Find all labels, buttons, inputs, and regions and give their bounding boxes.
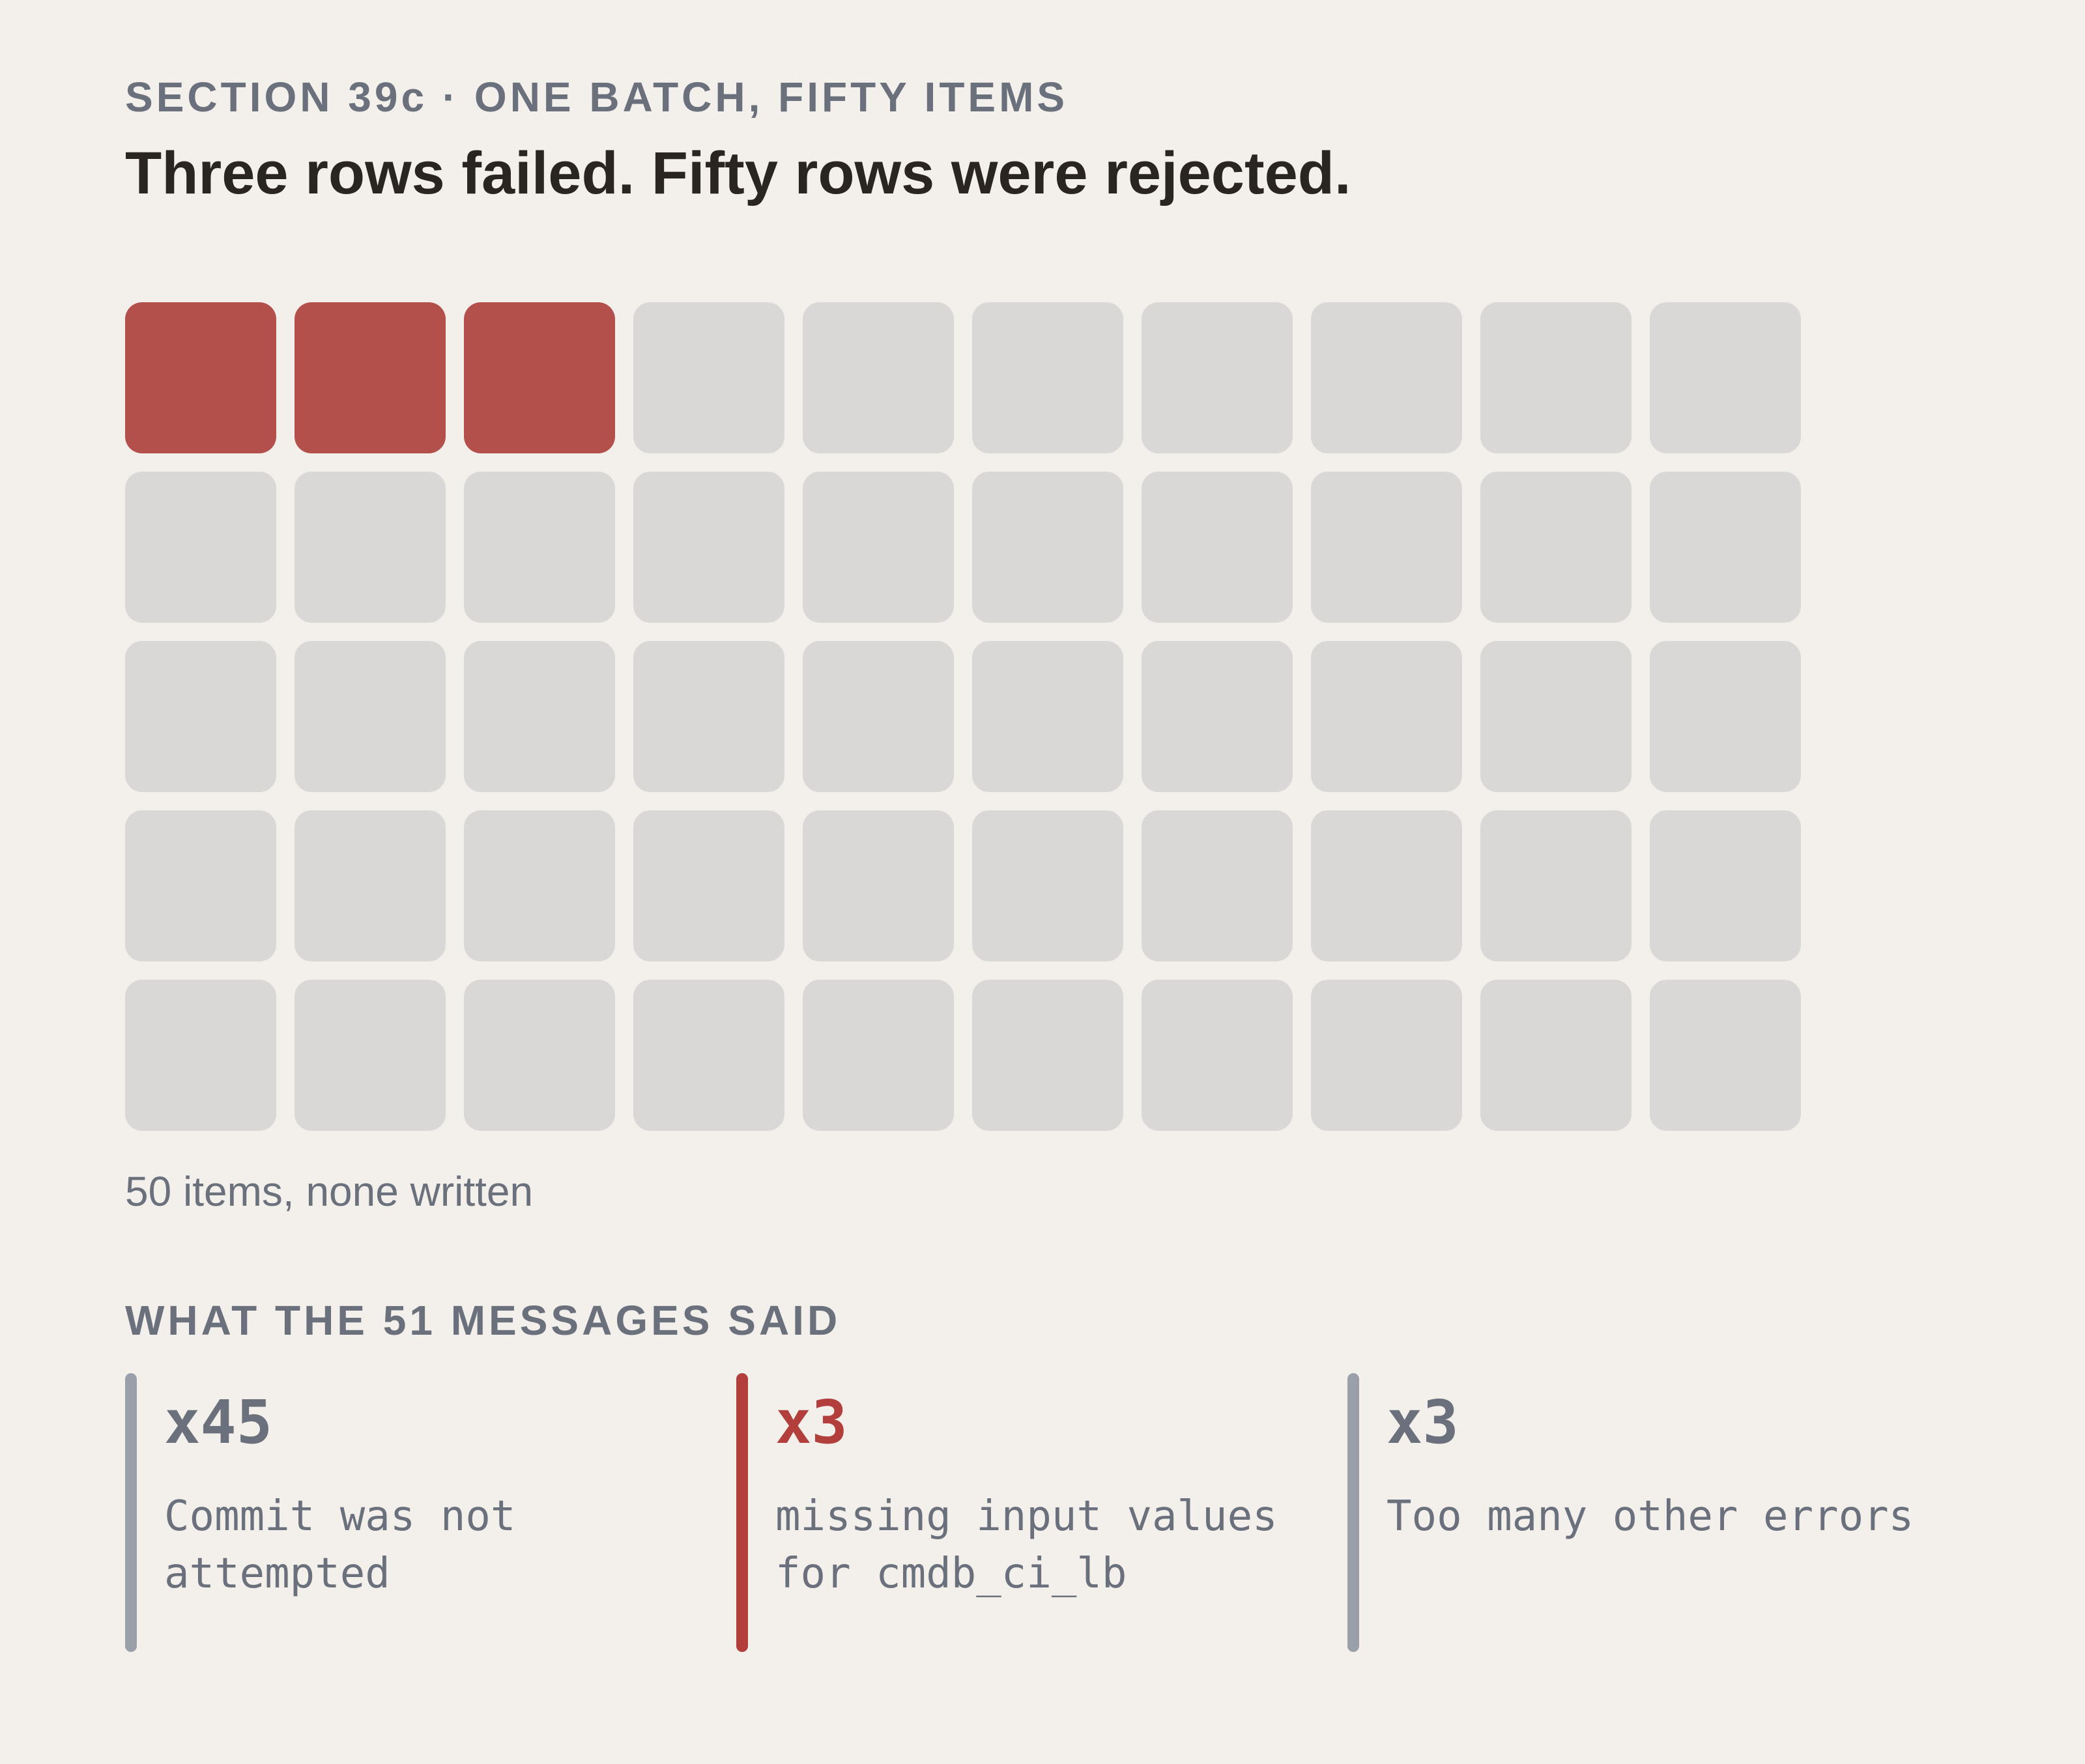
page-title: Three rows failed. Fifty rows were rejec… bbox=[125, 140, 1351, 206]
batch-item-rejected bbox=[972, 980, 1123, 1131]
batch-item-rejected bbox=[1311, 302, 1462, 453]
batch-item-rejected bbox=[1650, 472, 1801, 623]
message-card-bar bbox=[1347, 1373, 1359, 1652]
message-count: x3 bbox=[775, 1387, 848, 1457]
section-eyebrow: SECTION 39c · ONE BATCH, FIFTY ITEMS bbox=[125, 74, 1069, 121]
batch-item-rejected bbox=[464, 472, 615, 623]
batch-item-rejected bbox=[1480, 810, 1632, 961]
batch-item-rejected bbox=[1311, 472, 1462, 623]
message-text: missing input values for cmdb_ci_lb bbox=[775, 1492, 1278, 1598]
batch-item-rejected bbox=[803, 302, 954, 453]
batch-item-rejected bbox=[633, 302, 784, 453]
batch-item-rejected bbox=[125, 472, 276, 623]
batch-item-rejected bbox=[972, 472, 1123, 623]
batch-item-rejected bbox=[1142, 472, 1293, 623]
batch-item-rejected bbox=[633, 980, 784, 1131]
batch-item-rejected bbox=[295, 472, 446, 623]
batch-item-rejected bbox=[633, 641, 784, 792]
batch-item-failed bbox=[295, 302, 446, 453]
batch-item-rejected bbox=[1480, 980, 1632, 1131]
message-card-missing-input-values: x3 missing input values for cmdb_ci_lb bbox=[736, 1373, 1347, 1652]
batch-item-rejected bbox=[464, 641, 615, 792]
batch-item-rejected bbox=[1650, 810, 1801, 961]
batch-item-rejected bbox=[1142, 302, 1293, 453]
batch-item-rejected bbox=[1650, 980, 1801, 1131]
batch-item-rejected bbox=[1311, 810, 1462, 961]
batch-item-rejected bbox=[464, 810, 615, 961]
message-count: x45 bbox=[164, 1387, 273, 1457]
batch-item-rejected bbox=[972, 302, 1123, 453]
message-text: Too many other errors bbox=[1387, 1492, 1914, 1541]
grid-caption: 50 items, none written bbox=[125, 1168, 534, 1215]
batch-item-rejected bbox=[1480, 472, 1632, 623]
batch-item-rejected bbox=[1311, 641, 1462, 792]
batch-item-rejected bbox=[1142, 641, 1293, 792]
batch-item-failed bbox=[125, 302, 276, 453]
batch-item-rejected bbox=[1650, 302, 1801, 453]
batch-item-rejected bbox=[803, 810, 954, 961]
batch-item-rejected bbox=[1480, 641, 1632, 792]
batch-item-rejected bbox=[1142, 810, 1293, 961]
message-text: Commit was not attempted bbox=[164, 1492, 516, 1598]
batch-item-failed bbox=[464, 302, 615, 453]
message-card-bar bbox=[736, 1373, 748, 1652]
message-count: x3 bbox=[1387, 1387, 1459, 1457]
message-cards: x45 Commit was not attempted x3 missing … bbox=[125, 1373, 1959, 1652]
batch-item-rejected bbox=[125, 810, 276, 961]
message-card-bar bbox=[125, 1373, 137, 1652]
batch-item-rejected bbox=[464, 980, 615, 1131]
batch-item-rejected bbox=[803, 641, 954, 792]
batch-item-rejected bbox=[803, 980, 954, 1131]
messages-heading: WHAT THE 51 MESSAGES SAID bbox=[125, 1297, 841, 1344]
batch-item-rejected bbox=[1311, 980, 1462, 1131]
batch-item-rejected bbox=[1480, 302, 1632, 453]
batch-item-rejected bbox=[972, 641, 1123, 792]
batch-item-rejected bbox=[972, 810, 1123, 961]
batch-item-rejected bbox=[295, 810, 446, 961]
batch-item-rejected bbox=[633, 472, 784, 623]
batch-item-rejected bbox=[1650, 641, 1801, 792]
batch-item-rejected bbox=[125, 980, 276, 1131]
batch-item-rejected bbox=[1142, 980, 1293, 1131]
batch-item-grid bbox=[125, 302, 1801, 1131]
message-card-too-many-errors: x3 Too many other errors bbox=[1347, 1373, 1959, 1652]
batch-item-rejected bbox=[633, 810, 784, 961]
batch-item-rejected bbox=[295, 980, 446, 1131]
batch-item-rejected bbox=[295, 641, 446, 792]
message-card-commit-not-attempted: x45 Commit was not attempted bbox=[125, 1373, 736, 1652]
batch-item-rejected bbox=[125, 641, 276, 792]
batch-item-rejected bbox=[803, 472, 954, 623]
